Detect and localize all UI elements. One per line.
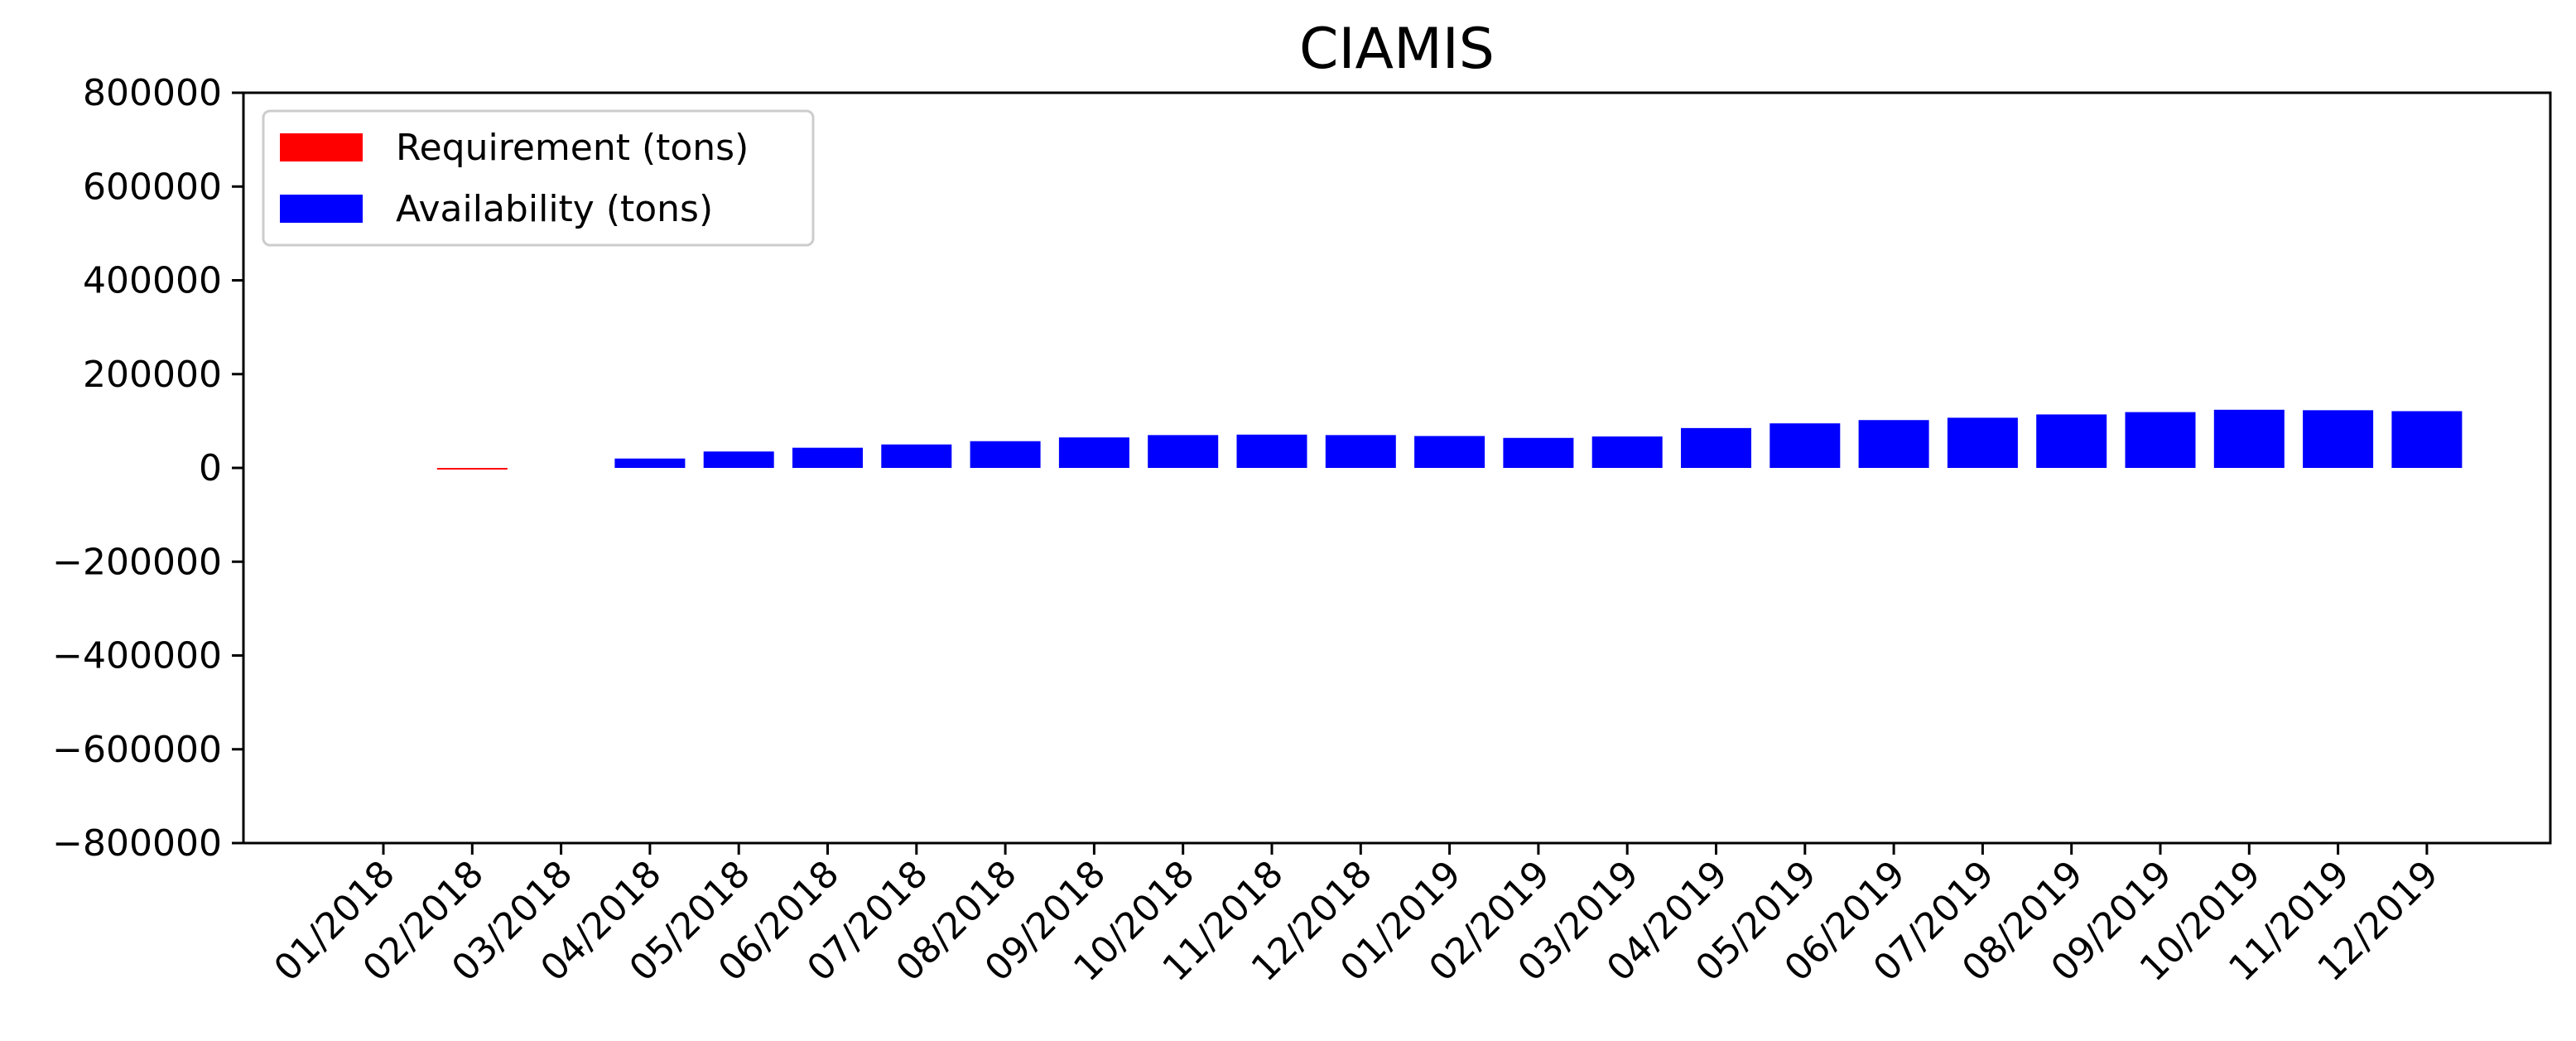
- y-tick-label: −800000: [52, 822, 222, 865]
- y-tick-label: 0: [199, 447, 222, 489]
- bar-availability-05/2018: [703, 451, 774, 468]
- y-tick-label: −200000: [52, 541, 222, 583]
- legend-label-availability: Availability (tons): [396, 188, 713, 230]
- bar-availability-12/2019: [2391, 411, 2463, 468]
- bars: [436, 409, 2463, 470]
- y-axis: 800000 600000 400000 200000 0 −200000 −400000 −…: [52, 72, 243, 865]
- bar-availability-02/2019: [1503, 437, 1574, 468]
- bar-availability-07/2019: [1947, 417, 2018, 468]
- bar-availability-09/2019: [2125, 412, 2196, 468]
- bar-availability-05/2019: [1769, 423, 1841, 468]
- bar-availability-06/2018: [792, 447, 863, 468]
- plot-area: [242, 91, 2552, 845]
- y-tick-label: 600000: [83, 166, 222, 208]
- chart-title: CIAMIS: [1299, 17, 1495, 82]
- legend-box: [262, 109, 815, 247]
- bar-availability-09/2018: [1058, 437, 1129, 468]
- bar-availability-01/2019: [1414, 436, 1485, 468]
- y-tick-label: −400000: [52, 635, 222, 677]
- bar-requirement-02/2018: [436, 468, 508, 470]
- y-tick-label: 400000: [83, 260, 222, 302]
- bar-availability-10/2018: [1148, 435, 1219, 468]
- bar-availability-04/2018: [614, 458, 686, 468]
- x-axis: 01/201802/201803/201804/201805/201806/20…: [266, 843, 2447, 990]
- y-tick-label: 800000: [83, 72, 222, 114]
- bar-availability-06/2019: [1858, 420, 1929, 468]
- bar-availability-11/2019: [2303, 410, 2374, 468]
- legend-swatch-requirement: [280, 133, 363, 161]
- bar-availability-08/2019: [2036, 414, 2107, 468]
- bar-availability-03/2019: [1591, 436, 1663, 468]
- bar-availability-07/2018: [881, 444, 952, 468]
- bar-availability-10/2019: [2213, 409, 2285, 468]
- legend-label-requirement: Requirement (tons): [396, 127, 749, 169]
- legend: Requirement (tons) Availability (tons): [262, 109, 815, 247]
- bar-availability-04/2019: [1681, 427, 1751, 468]
- y-tick-label: −600000: [52, 729, 222, 771]
- bar-availability-08/2018: [970, 441, 1041, 468]
- bar-availability-11/2018: [1236, 434, 1307, 468]
- bar-availability-12/2018: [1325, 435, 1396, 468]
- y-tick-label: 200000: [83, 354, 222, 396]
- legend-swatch-availability: [280, 195, 363, 223]
